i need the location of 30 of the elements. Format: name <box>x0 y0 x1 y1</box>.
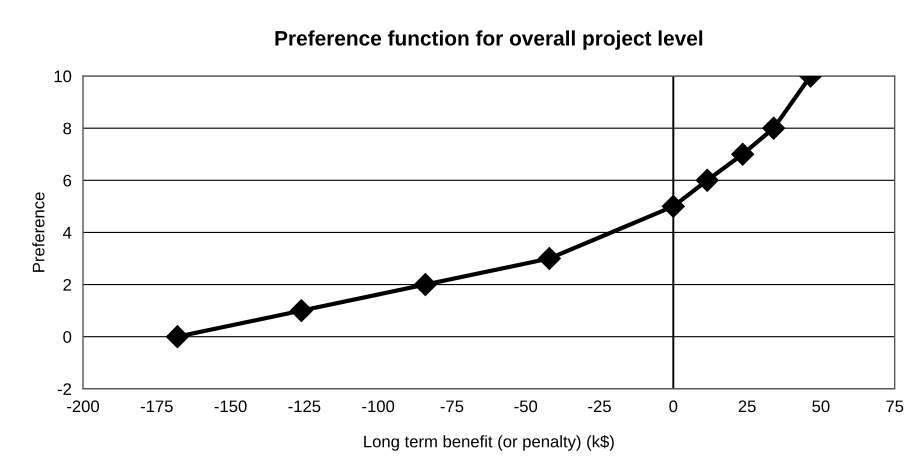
x-tick-label: 50 <box>812 400 830 412</box>
x-tick-label: -100 <box>362 400 394 412</box>
y-tick-label: 6 <box>63 174 72 186</box>
point <box>166 325 189 348</box>
x-axis-title: Long term benefit (or penalty) (k$) <box>364 434 614 451</box>
point <box>662 194 685 218</box>
chart-title: Preference function for overall project level <box>275 30 702 50</box>
point <box>290 299 313 322</box>
y-tick-label: 0 <box>63 331 72 343</box>
point <box>731 142 754 166</box>
x-tick-label: -125 <box>288 400 320 412</box>
x-tick-label: -175 <box>140 400 173 412</box>
point <box>696 168 719 192</box>
y-axis-title: Preference <box>32 192 44 272</box>
y-tick-label: 10 <box>54 70 72 82</box>
x-tick-label: 0 <box>669 400 678 412</box>
x-tick-label: -150 <box>214 400 247 412</box>
x-tick-label: 25 <box>738 400 756 412</box>
point <box>414 273 437 296</box>
x-tick-label: -200 <box>67 400 100 412</box>
y-tick-label: -2 <box>58 383 72 395</box>
x-tick-label: 75 <box>886 400 904 412</box>
y-tick-label: 2 <box>63 278 72 291</box>
y-tick-label: 4 <box>62 227 72 238</box>
x-tick-label: -75 <box>440 400 464 412</box>
point <box>538 247 561 270</box>
x-tick-label: -25 <box>588 400 611 412</box>
point <box>762 116 786 140</box>
y-tick-label: 8 <box>63 122 72 134</box>
x-tick-label: -50 <box>514 400 538 412</box>
